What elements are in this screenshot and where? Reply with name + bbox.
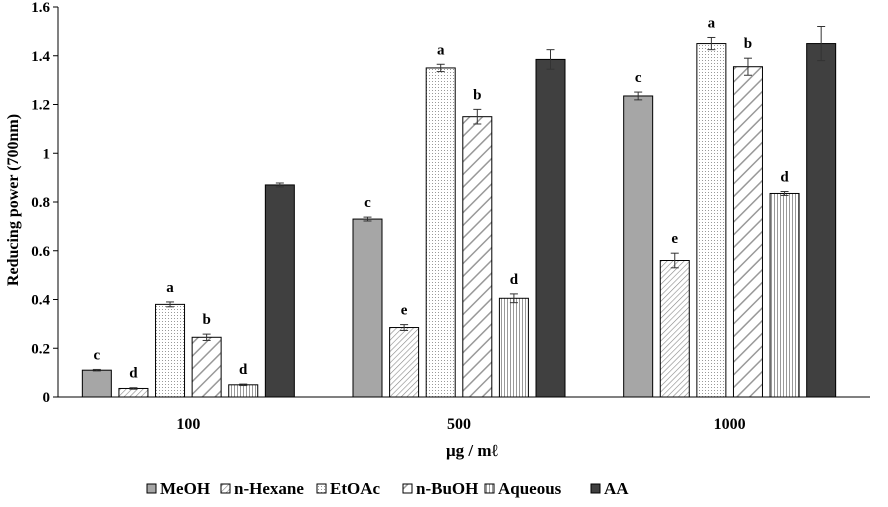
bars: c d a b d c e a b d c e a b d [81,15,837,398]
bar-meoh-100 [81,369,112,398]
significance-letter: c [93,347,100,363]
significance-letter: a [166,280,174,296]
x-axis: 100 500 1000 [58,396,870,433]
bar-etoac-500 [425,67,456,398]
legend-swatch [220,483,231,494]
legend-label: EtOAc [330,479,381,498]
legend-swatch [146,483,157,494]
significance-letter: b [744,36,752,52]
legend-swatch [484,483,495,494]
y-tick-label: 1.4 [31,49,50,65]
x-tick-label: 1000 [714,416,746,433]
y-tick-label: 1 [43,146,51,162]
y-tick-label: 0.2 [31,341,50,357]
bar-aqueous-1000 [769,192,800,398]
significance-letter: d [239,362,248,378]
significance-letter: a [437,42,445,58]
bar-n-hexane-500 [389,327,420,398]
significance-letter: b [473,87,481,103]
bar-etoac-100 [155,303,186,398]
bar-aa-1000 [806,43,837,398]
legend-swatch [402,483,413,494]
bar-aa-500 [535,58,566,398]
x-axis-label: μg / mℓ [446,441,499,460]
x-tick-label: 100 [176,416,200,433]
legend: MeOH n-Hexane EtOAc n-BuOH Aqueous AA [146,479,629,498]
bar-aqueous-100 [228,384,259,398]
legend-label: Aqueous [498,479,562,498]
significance-letter: c [635,70,642,86]
bar-n-hexane-100 [118,387,149,398]
y-axis-label: Reducing power (700nm) [5,114,22,286]
legend-label: n-BuOH [416,479,478,498]
legend-label: n-Hexane [234,479,304,498]
bar-n-buoh-500 [462,116,493,398]
y-tick-label: 0 [43,390,51,406]
significance-letter: b [202,312,210,328]
significance-letter: d [510,272,519,288]
significance-letter: e [401,303,408,319]
x-tick-label: 500 [447,416,471,433]
bar-n-buoh-100 [191,336,222,398]
y-tick-label: 0.4 [31,293,50,309]
legend-label: AA [604,479,629,498]
significance-letter: c [364,195,371,211]
bar-meoh-500 [352,218,383,398]
legend-swatch [590,483,601,494]
bar-n-hexane-1000 [659,260,690,398]
legend-swatch [316,483,327,494]
significance-letter: d [780,170,789,186]
significance-letter: a [708,15,716,31]
significance-letter: d [129,366,138,382]
bar-etoac-1000 [696,43,727,398]
bar-meoh-1000 [623,95,654,398]
y-tick-label: 0.8 [31,195,50,211]
y-tick-label: 1.2 [31,98,50,114]
legend-label: MeOH [160,479,210,498]
y-tick-label: 1.6 [31,0,50,16]
bar-n-buoh-1000 [732,66,763,398]
bar-aqueous-500 [498,297,529,398]
significance-letter: e [671,231,678,247]
y-axis: 0 0.2 0.4 0.6 0.8 1 1.2 1.4 1.6 [31,0,59,406]
y-tick-label: 0.6 [31,244,50,260]
bar-aa-100 [264,184,295,398]
